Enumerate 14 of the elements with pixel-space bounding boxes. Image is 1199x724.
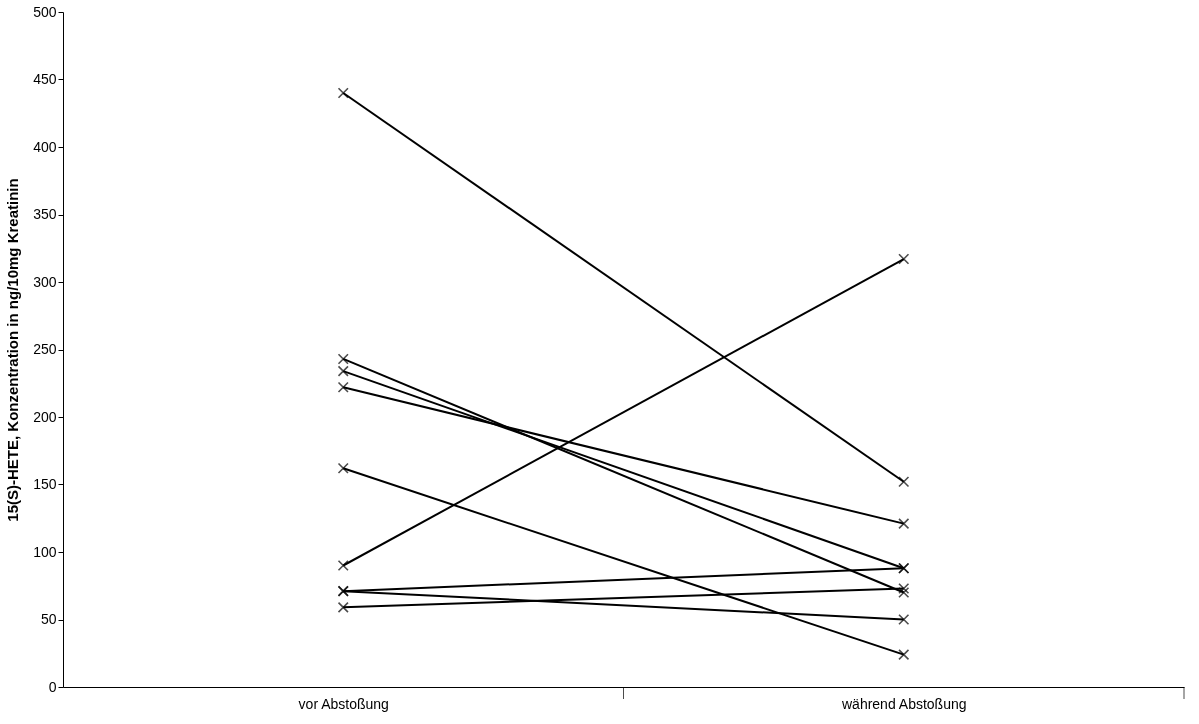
y-tick-label: 150: [33, 476, 57, 492]
y-tick-label: 200: [33, 408, 57, 425]
y-tick-label: 450: [33, 71, 57, 87]
y-tick-label: 0: [48, 678, 57, 695]
x-tick-label: während Abstoßung: [840, 695, 967, 712]
y-tick-label: 100: [33, 543, 57, 560]
y-tick-label: 400: [33, 138, 57, 155]
x-tick-label: vor Abstoßung: [298, 695, 389, 712]
y-tick-label: 250: [33, 341, 57, 357]
y-tick-label: 300: [33, 273, 57, 290]
y-tick-label: 50: [40, 611, 57, 627]
y-axis-title: 15(S)-HETE, Konzentration in ng/10mg Kreatinin: [4, 178, 22, 522]
y-tick-label: 500: [33, 3, 57, 20]
y-tick-label: 350: [33, 206, 57, 222]
